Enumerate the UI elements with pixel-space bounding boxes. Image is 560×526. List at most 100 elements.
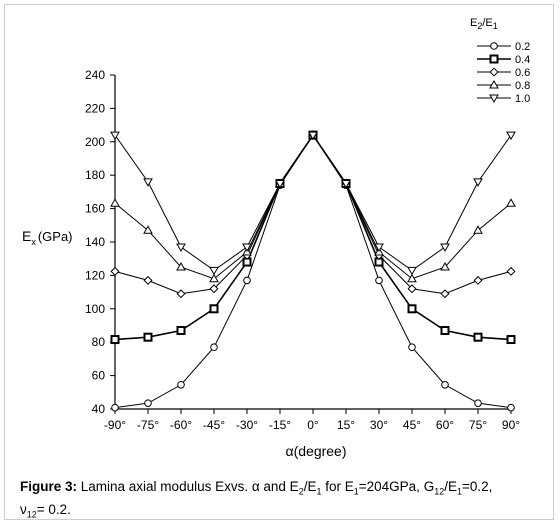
data-point [209, 304, 219, 314]
legend-item: 1.0 [477, 93, 530, 105]
data-point [209, 284, 219, 294]
y-tick-label: 140 [85, 235, 105, 249]
legend-title-part: 1 [493, 21, 498, 31]
data-point [275, 180, 285, 189]
legend-title-part: 2 [477, 21, 482, 31]
caption-text: ν [20, 501, 27, 517]
data-point [177, 380, 185, 389]
x-tick-label: -30° [236, 418, 258, 432]
data-point [209, 273, 219, 283]
series-line [114, 133, 512, 341]
y-tick-label: 240 [85, 68, 105, 82]
x-tick-label: 30° [370, 418, 388, 432]
data-point [308, 131, 318, 141]
y-axis-title: Ex (GPa) [22, 228, 73, 247]
data-point [440, 262, 450, 271]
series-0_6 [110, 130, 516, 299]
series-0_4 [110, 130, 516, 345]
data-point [374, 243, 384, 253]
figure-caption: Figure 3: Lamina axial modulus Exvs. α a… [20, 478, 550, 523]
data-point [242, 243, 252, 253]
series-line [114, 134, 512, 280]
legend-marker [490, 42, 498, 50]
legend-label: 0.6 [515, 67, 530, 79]
legend-item: 0.6 [477, 67, 530, 79]
axes: 40 60 80 100 120 140 160 180 200 220 240 -90° -75° -6… [85, 68, 520, 432]
x-tick-label: -75° [137, 418, 159, 432]
caption-sub: 1 [316, 486, 322, 497]
y-tick-label: 180 [85, 168, 105, 182]
data-point [440, 243, 450, 253]
legend-label: 0.8 [515, 80, 530, 92]
series-line [114, 134, 512, 272]
caption-text: =0.2, [462, 479, 493, 494]
data-point [210, 343, 218, 352]
caption-sub: 1 [353, 486, 359, 497]
legend-label: 0.4 [515, 54, 530, 66]
data-point [440, 326, 450, 336]
x-tick-label: 0° [307, 418, 319, 432]
data-point [143, 332, 153, 342]
caption-sub: 12 [26, 509, 37, 520]
data-point [473, 275, 483, 285]
data-point [143, 225, 153, 234]
data-point [243, 276, 251, 285]
data-point [176, 326, 186, 336]
data-point [440, 289, 450, 299]
data-point [506, 266, 516, 276]
x-tick-label: 75° [469, 418, 487, 432]
data-point [473, 178, 483, 187]
data-point [143, 275, 153, 285]
data-point [110, 131, 120, 141]
x-tick-label: 15° [337, 418, 355, 432]
caption-label: Figure 3: [20, 479, 78, 494]
data-point [506, 198, 516, 207]
caption-text: Lamina axial modulus Exvs. α and E [77, 479, 299, 494]
caption-text: for E [321, 479, 354, 494]
y-tick-label: 220 [85, 101, 105, 115]
y-tick-label: 200 [85, 135, 105, 149]
series-line [114, 134, 512, 409]
legend-item: 0.4 [477, 54, 530, 66]
caption-sub: 2 [298, 486, 304, 497]
legend-title-part: /E [482, 17, 492, 29]
data-point [407, 284, 417, 294]
data-point [407, 304, 417, 314]
x-tick-label: -90° [104, 418, 126, 432]
data-point [144, 399, 152, 407]
legend-title-part: E [470, 17, 477, 29]
data-point [176, 262, 186, 271]
legend-label: 0.2 [515, 41, 530, 53]
caption-sub: 1 [456, 486, 462, 497]
x-tick-label: -60° [170, 418, 192, 432]
data-point [111, 403, 119, 412]
legend-item: 0.2 [477, 41, 530, 53]
data-point [341, 180, 351, 189]
y-tick-label: 80 [92, 335, 106, 349]
data-point [507, 403, 515, 412]
data-point [143, 178, 153, 187]
data-point [375, 276, 383, 285]
caption-text: /E [303, 479, 317, 494]
data-point [176, 289, 186, 299]
data-point [506, 131, 516, 141]
data-point [474, 399, 482, 407]
series-0_2 [111, 131, 515, 412]
y-tick-label: 40 [92, 402, 106, 416]
legend-marker [489, 79, 499, 89]
series-line [114, 134, 512, 295]
y-tick-label: 120 [85, 268, 105, 282]
legend-marker [489, 54, 499, 64]
y-tick-label: 100 [85, 302, 105, 316]
data-point [110, 335, 120, 345]
legend-item: 0.8 [477, 79, 530, 92]
y-axis-title-main: E [22, 228, 31, 244]
figure-frame [4, 4, 554, 520]
caption-text: /E [444, 479, 457, 494]
series-1_0 [110, 131, 516, 276]
caption-sub: 12 [434, 486, 445, 497]
chart: 40 60 80 100 120 140 160 180 200 220 240 -90° -75° -6… [22, 17, 530, 459]
x-tick-label: 60° [436, 418, 454, 432]
data-point [110, 198, 120, 207]
x-axis-title: α(degree) [285, 443, 346, 459]
